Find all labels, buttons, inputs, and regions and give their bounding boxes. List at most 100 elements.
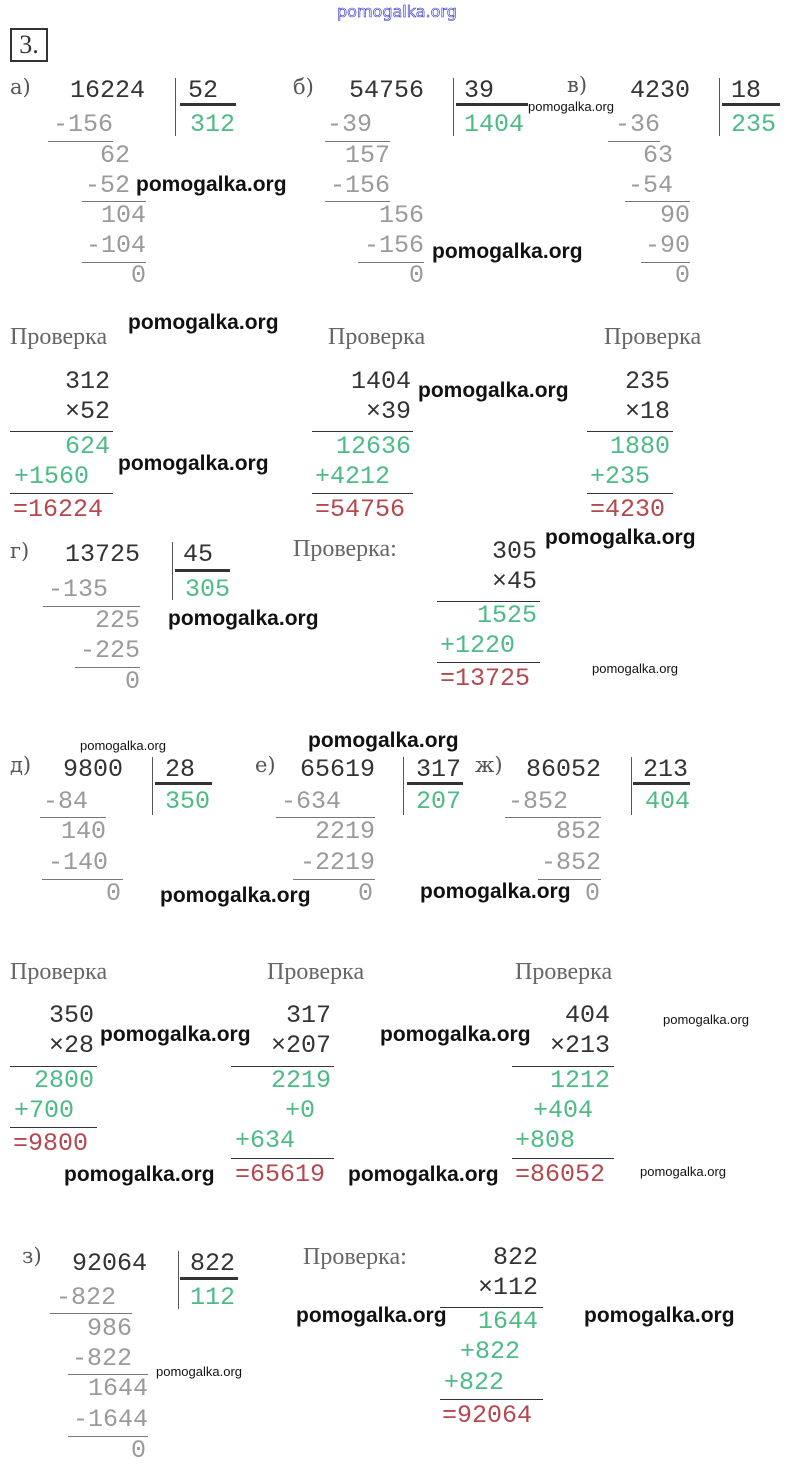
watermark: pomogalka.org [432,240,583,263]
remainder: 0 [584,879,600,908]
partial-product: 1880 [609,432,670,461]
divisor: 18 [731,76,762,105]
problem-letter: д) [10,753,32,777]
divisor: 39 [464,76,495,105]
partial-product: 2800 [33,1066,94,1095]
remainder: 0 [357,879,373,908]
step: 104 [100,201,146,230]
step: -634 [280,787,341,816]
watermark: pomogalka.org [348,1163,499,1186]
watermark: pomogalka.org [100,1023,251,1046]
check-label: Проверка: [303,1244,407,1270]
remainder: 0 [130,1436,146,1465]
watermark: pomogalka.org [64,1163,215,1186]
watermark: pomogalka.org [136,173,287,196]
step: 157 [344,141,390,170]
factor: ×28 [48,1031,94,1060]
watermark: pomogalka.org [168,607,319,630]
partial-product: +822 [460,1337,521,1366]
check-label: Проверка [10,959,108,985]
dividend: 4230 [629,76,690,105]
step: 90 [659,201,690,230]
factor: ×39 [365,397,411,426]
dividend: 13725 [64,540,140,569]
product-result: =86052 [515,1160,606,1189]
step: 225 [94,606,140,635]
partial-product: +700 [14,1096,75,1125]
check-label: Проверка [10,324,108,350]
partial-product: 1644 [477,1307,538,1336]
remainder: 0 [124,667,140,696]
product-result: =9800 [13,1129,89,1158]
step: -852 [507,787,568,816]
check-label: Проверка [604,324,702,350]
dividend: 54756 [348,76,424,105]
factor: 350 [48,1001,94,1030]
step: -156 [363,231,424,260]
product-result: =4230 [590,495,666,524]
watermark: pomogalka.org [156,1364,242,1379]
factor: 317 [285,1001,331,1030]
partial-product: +0 [284,1096,315,1125]
quotient: 112 [190,1283,236,1312]
step: 156 [378,201,424,230]
watermark: pomogalka.org [528,99,614,114]
step: 2219 [314,817,375,846]
partial-product: 624 [64,432,110,461]
factor: 404 [564,1001,610,1030]
remainder: 0 [674,261,690,290]
step: 140 [60,817,106,846]
quotient: 350 [165,787,211,816]
partial-product: +1560 [14,462,90,491]
factor: ×45 [491,567,537,596]
partial-product: +634 [235,1126,296,1155]
divisor: 822 [190,1249,236,1278]
step: 852 [555,817,601,846]
partial-product: +4212 [315,462,391,491]
watermark: pomogalka.org [160,884,311,907]
watermark: pomogalka.org [584,1304,735,1327]
watermark: pomogalka.org [118,452,269,475]
partial-product: 1525 [476,601,537,630]
watermark: pomogalka.org [545,526,696,549]
watermark: pomogalka.org [420,880,571,903]
watermark: pomogalka.org [380,1023,531,1046]
partial-product: 1212 [549,1066,610,1095]
step: -140 [47,848,108,877]
problem-letter: в) [567,73,588,97]
watermark: pomogalka.org [128,311,279,334]
check-label: Проверка [515,959,613,985]
step: -2219 [299,848,375,877]
step: 1644 [87,1374,148,1403]
quotient: 404 [645,787,691,816]
step: -104 [85,231,146,260]
divisor: 317 [416,755,462,784]
divisor: 52 [188,76,219,105]
step: -135 [47,575,108,604]
quotient: 235 [731,110,777,139]
watermark: pomogalka.org [296,1304,447,1327]
quotient: 1404 [464,110,525,139]
check-label: Проверка [328,324,426,350]
quotient: 305 [185,575,231,604]
problem-letter: а) [10,75,31,99]
product-result: =54756 [315,495,406,524]
partial-product: +808 [515,1126,576,1155]
factor: 305 [491,537,537,566]
problem-letter: е) [255,753,276,777]
product-result: =65619 [235,1160,326,1189]
watermark: pomogalka.org [80,738,166,753]
step: -36 [614,110,660,139]
step: -822 [71,1344,132,1373]
partial-product: +404 [533,1096,594,1125]
step: -84 [42,787,88,816]
divisor: 45 [183,540,214,569]
divisor: 213 [643,755,689,784]
factor: ×213 [549,1031,610,1060]
step: -156 [329,171,390,200]
product-result: =92064 [442,1401,533,1430]
step: 62 [99,141,130,170]
partial-product: 12636 [335,432,411,461]
product-result: =16224 [13,495,104,524]
